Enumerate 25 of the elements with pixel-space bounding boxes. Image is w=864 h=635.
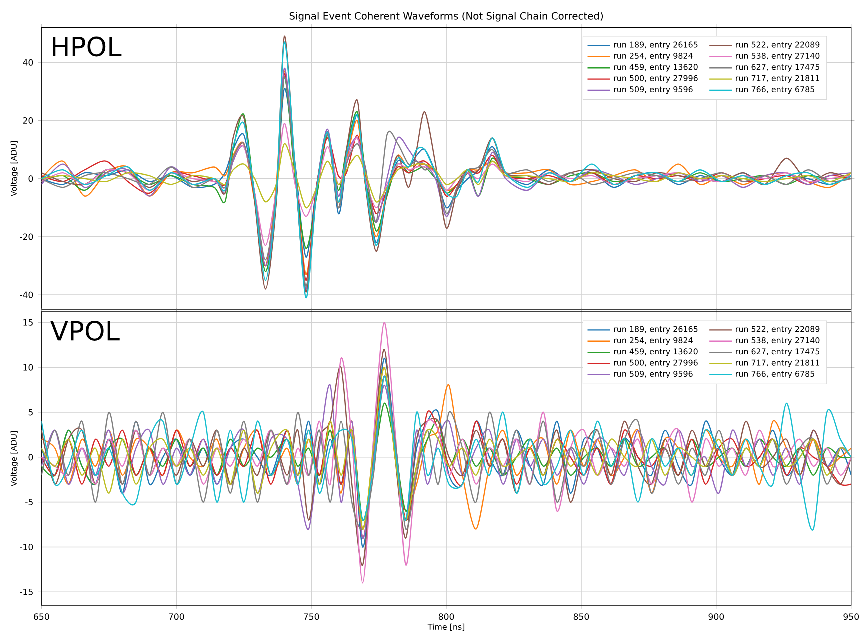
annotation: VPOL bbox=[50, 320, 120, 341]
line-series bbox=[42, 322, 852, 584]
y-tick-label: 10 bbox=[24, 364, 34, 371]
y-tick-label: 0 bbox=[28, 175, 34, 182]
line-series bbox=[42, 143, 852, 208]
y-tick-label: 0 bbox=[28, 454, 34, 460]
y-tick-label: 5 bbox=[28, 409, 33, 416]
y-tick-label: 20 bbox=[23, 117, 34, 124]
line-series bbox=[42, 122, 852, 246]
y-tick-label: 40 bbox=[23, 59, 34, 66]
x-tick-label: 900 bbox=[708, 613, 724, 620]
x-tick-label: 700 bbox=[169, 613, 184, 620]
y-tick-label: -10 bbox=[20, 544, 34, 550]
x-tick-label: 800 bbox=[438, 613, 454, 620]
x-tick-label: 750 bbox=[304, 613, 320, 620]
y-tick-label: 15 bbox=[24, 319, 33, 326]
y-tick-label: -15 bbox=[20, 588, 33, 596]
y-tick-label: -20 bbox=[20, 234, 34, 240]
y-tick-label: -5 bbox=[26, 498, 33, 506]
x-tick-label: 650 bbox=[34, 613, 50, 620]
x-tick-label: 950 bbox=[844, 613, 860, 620]
chart-title: Signal Event Coherent Waveforms (Not Signal Chain Corrected) bbox=[290, 12, 604, 22]
annotation: HPOL bbox=[53, 36, 122, 57]
x-tick-label: 850 bbox=[574, 613, 590, 620]
y-tick-label: -40 bbox=[20, 292, 34, 298]
